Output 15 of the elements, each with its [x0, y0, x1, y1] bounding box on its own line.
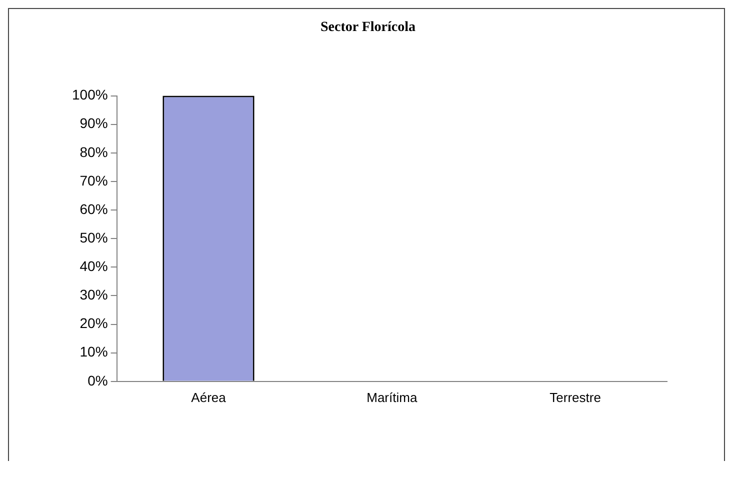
- y-tick-label: 40%: [80, 258, 108, 274]
- chart-title: Sector Florícola: [320, 20, 416, 36]
- y-tick-label: 70%: [80, 172, 108, 188]
- y-tick-label: 20%: [80, 315, 108, 332]
- x-tick-label: Terrestre: [550, 390, 601, 405]
- y-tick-label: 100%: [72, 86, 108, 103]
- x-tick-label: Marítima: [366, 390, 418, 405]
- x-tick-label: Aérea: [191, 390, 227, 405]
- y-tick-label: 30%: [80, 286, 108, 303]
- y-tick-label: 10%: [80, 344, 108, 360]
- y-tick-label: 60%: [80, 200, 108, 217]
- y-tick-label: 0%: [88, 372, 108, 388]
- y-tick-label: 50%: [80, 229, 108, 246]
- y-tick-label: 80%: [80, 144, 108, 160]
- y-tick-label: 90%: [80, 115, 108, 132]
